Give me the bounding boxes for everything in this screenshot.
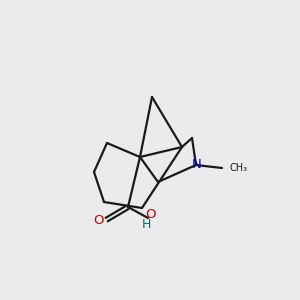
Text: N: N xyxy=(192,158,202,170)
Text: CH₃: CH₃ xyxy=(229,163,247,173)
Text: O: O xyxy=(94,214,104,226)
Text: O: O xyxy=(145,208,155,221)
Text: H: H xyxy=(141,218,151,230)
